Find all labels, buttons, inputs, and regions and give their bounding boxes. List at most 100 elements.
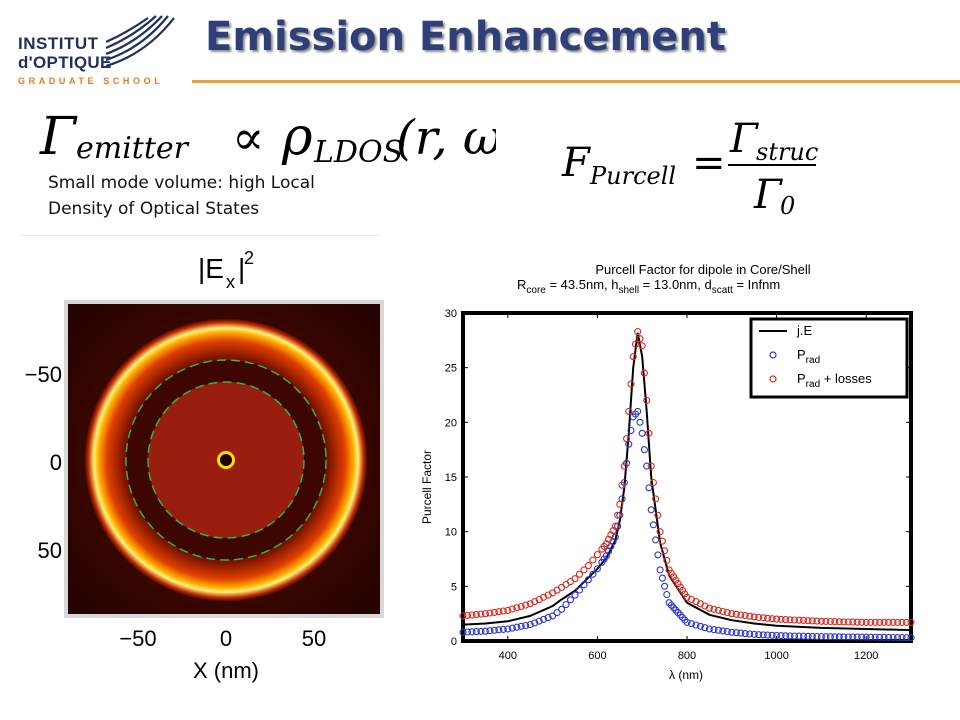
marker-prad-losses [777, 615, 785, 623]
marker-prad-losses [741, 612, 749, 620]
marker-prad [634, 407, 642, 415]
marker-prad [871, 633, 879, 641]
ldos-caption: Small mode volume: high Local Density of… [48, 170, 315, 222]
y-tick-label: 50 [38, 538, 62, 563]
marker-prad-losses [647, 462, 655, 470]
marker-prad-losses [714, 606, 722, 614]
marker-prad [486, 627, 494, 635]
chart-subtitle: Rcore = 43.5nm, hshell = 13.0nm, dscatt … [517, 277, 780, 296]
marker-prad [490, 626, 498, 634]
marker-prad [777, 632, 785, 640]
marker-prad-losses [907, 618, 915, 626]
marker-prad [898, 634, 906, 642]
marker-prad [571, 591, 579, 599]
marker-prad [658, 574, 666, 582]
marker-prad [649, 521, 657, 529]
marker-prad [790, 632, 799, 640]
marker-prad [652, 536, 660, 544]
marker-prad-losses [640, 369, 648, 377]
marker-prad-losses [508, 605, 516, 613]
marker-prad-losses [468, 611, 476, 619]
marker-prad-losses [618, 481, 626, 489]
caption-line-2: Density of Optical States [48, 199, 260, 219]
marker-prad-losses [831, 618, 839, 626]
marker-prad-losses [835, 618, 843, 626]
marker-prad [746, 630, 754, 638]
marker-prad [477, 627, 485, 635]
marker-prad-losses [643, 396, 651, 405]
marker-prad-losses [799, 616, 808, 624]
marker-prad-losses [495, 608, 503, 616]
logo-line-optique: d'OPTIQUE [18, 53, 112, 72]
marker-prad-losses [614, 511, 622, 519]
marker-prad-losses [645, 429, 653, 437]
marker-prad-losses [813, 617, 821, 625]
marker-prad [768, 631, 776, 639]
marker-prad [808, 632, 816, 640]
marker-prad [616, 511, 624, 519]
marker-prad-losses [513, 604, 521, 612]
marker-prad-losses [885, 618, 893, 626]
marker-prad-losses [808, 617, 816, 625]
marker-prad-losses [786, 616, 794, 624]
y-tick-label: 0 [451, 636, 457, 648]
shell-boundary-dashed [125, 359, 327, 561]
marker-prad-losses [710, 605, 718, 613]
marker-prad [719, 627, 727, 635]
marker-prad [544, 614, 552, 622]
marker-prad-losses [580, 566, 588, 574]
gamma-symbol: Γ [39, 107, 78, 167]
marker-prad [799, 632, 808, 640]
marker-prad [889, 633, 897, 642]
marker-prad-losses [620, 462, 628, 470]
legend-marker-icon [769, 351, 777, 359]
marker-prad [508, 624, 516, 632]
x-tick-label: 50 [302, 626, 326, 651]
caption-separator [20, 235, 380, 236]
marker-prad-losses [656, 528, 664, 536]
chart-title: Purcell Factor for dipole in Core/Shell [595, 262, 810, 277]
caption-line-1: Small mode volume: high Local [48, 173, 315, 193]
marker-prad-losses [728, 610, 736, 618]
marker-prad [835, 633, 843, 641]
marker-prad [663, 590, 671, 599]
marker-prad-losses [849, 618, 857, 626]
y-tick-label: 10 [445, 527, 457, 539]
denominator-subscript: 0 [780, 192, 795, 220]
marker-prad-losses [658, 537, 666, 545]
x-tick-label: 800 [678, 650, 696, 662]
marker-prad-losses [737, 611, 745, 619]
marker-prad [640, 446, 648, 454]
purcell-f-subscript: Purcell [589, 162, 676, 190]
marker-prad [755, 631, 763, 639]
legend-marker-icon [769, 375, 777, 383]
series-line-je [462, 332, 912, 632]
marker-prad [853, 633, 861, 641]
marker-prad [858, 633, 866, 641]
legend-label: Prad + losses [797, 371, 872, 390]
marker-prad [562, 601, 570, 609]
marker-prad-losses [611, 522, 619, 530]
marker-prad [531, 619, 539, 627]
marker-prad [723, 628, 731, 636]
marker-prad-losses [665, 566, 673, 574]
marker-prad-losses [463, 611, 472, 619]
marker-prad-losses [822, 617, 830, 625]
x-tick-label: 400 [499, 650, 517, 662]
marker-prad-losses [862, 618, 870, 626]
marker-prad-losses [790, 616, 799, 624]
marker-prad-losses [817, 617, 825, 625]
marker-prad [468, 628, 476, 636]
marker-prad-losses [631, 340, 640, 348]
marker-prad [472, 628, 480, 636]
marker-prad [647, 506, 655, 514]
marker-prad-losses [755, 613, 763, 621]
marker-prad [495, 626, 503, 634]
marker-prad-losses [490, 608, 498, 616]
marker-prad-losses [898, 618, 906, 626]
marker-prad [885, 633, 893, 641]
field-map-title-sup: 2 [244, 248, 254, 268]
marker-prad [575, 586, 584, 594]
marker-prad [728, 628, 736, 636]
marker-prad [804, 632, 812, 640]
